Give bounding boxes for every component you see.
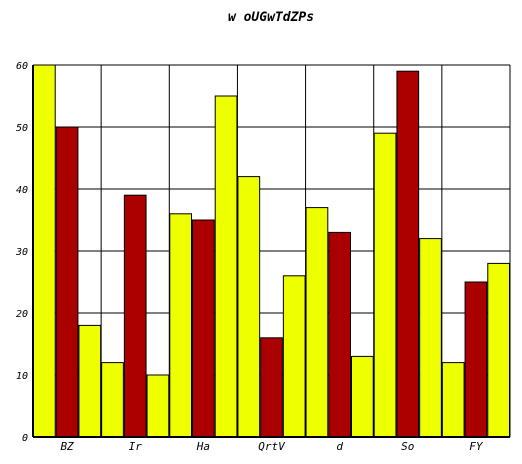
x-tick-label: QrtV: [258, 440, 286, 453]
x-tick-label: Ir: [129, 440, 143, 453]
bar-Ha-series-1: [169, 213, 193, 438]
x-tick-label: Ha: [196, 440, 210, 453]
x-tick-label: d: [336, 440, 343, 453]
bar-QrtV-series-1: [237, 176, 261, 438]
chart-title: w oUGwTdZPs: [227, 10, 315, 25]
bar-d-series-2: [328, 231, 351, 438]
x-tick-label: So: [401, 440, 414, 453]
y-tick-label: 40: [16, 185, 28, 196]
bar-FY-series-1: [441, 362, 465, 438]
bar-BZ-series-2: [55, 126, 79, 438]
bar-Ir-series-2: [123, 194, 147, 438]
y-tick-label: 0: [22, 433, 28, 444]
y-tick-label: 20: [16, 309, 28, 320]
bar-Ir-series-3: [146, 374, 170, 438]
bar-Ha-series-3: [214, 95, 238, 438]
bar-Ha-series-2: [192, 219, 215, 438]
x-tick-label: BZ: [60, 440, 74, 453]
bar-d-series-3: [351, 355, 374, 438]
y-tick-label: 30: [15, 247, 28, 258]
bar-d-series-1: [305, 207, 329, 438]
y-tick-label: 10: [16, 371, 28, 382]
bar-QrtV-series-2: [260, 337, 283, 438]
x-tick-label: FY: [469, 440, 484, 453]
bar-FY-series-2: [464, 281, 488, 438]
bar-BZ-series-3: [78, 324, 102, 438]
y-tick-label: 50: [16, 123, 28, 134]
bar-So-series-2: [396, 70, 420, 438]
bar-FY-series-3: [487, 262, 510, 438]
bar-QrtV-series-3: [282, 275, 306, 438]
y-tick-label: 60: [16, 61, 28, 72]
bar-Ir-series-1: [101, 362, 124, 438]
bar-So-series-1: [373, 132, 397, 438]
bar-BZ-series-1: [33, 64, 56, 438]
bar-So-series-3: [419, 238, 442, 438]
